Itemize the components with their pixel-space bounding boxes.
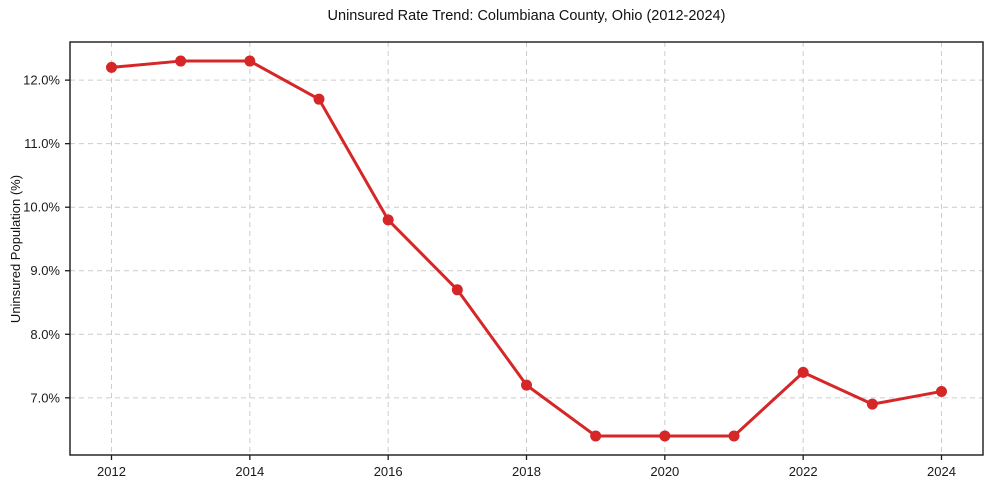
x-tick-label: 2020 — [650, 464, 679, 479]
y-tick-label: 12.0% — [23, 73, 60, 88]
x-tick-label: 2014 — [235, 464, 264, 479]
data-point — [590, 430, 602, 442]
y-tick-label: 9.0% — [30, 263, 60, 278]
y-tick-label: 10.0% — [23, 200, 60, 215]
data-point — [866, 398, 878, 410]
data-point — [659, 430, 671, 442]
data-point — [175, 55, 187, 67]
y-tick-label: 7.0% — [30, 390, 60, 405]
data-point — [728, 430, 740, 442]
x-tick-label: 2012 — [97, 464, 126, 479]
data-point — [313, 93, 325, 105]
data-point — [936, 385, 947, 397]
y-tick-label: 8.0% — [30, 327, 60, 342]
y-tick-label: 11.0% — [24, 136, 60, 151]
data-point — [106, 61, 117, 73]
x-tick-label: 2016 — [374, 464, 403, 479]
chart-title: Uninsured Rate Trend: Columbiana County,… — [327, 8, 726, 24]
x-tick-label: 2018 — [512, 464, 541, 479]
x-tick-label: 2022 — [789, 464, 818, 479]
data-point — [451, 284, 463, 296]
data-point — [244, 55, 256, 67]
data-point — [521, 379, 532, 391]
x-tick-label: 2024 — [927, 464, 956, 479]
data-point — [797, 366, 809, 378]
data-point — [382, 214, 394, 226]
